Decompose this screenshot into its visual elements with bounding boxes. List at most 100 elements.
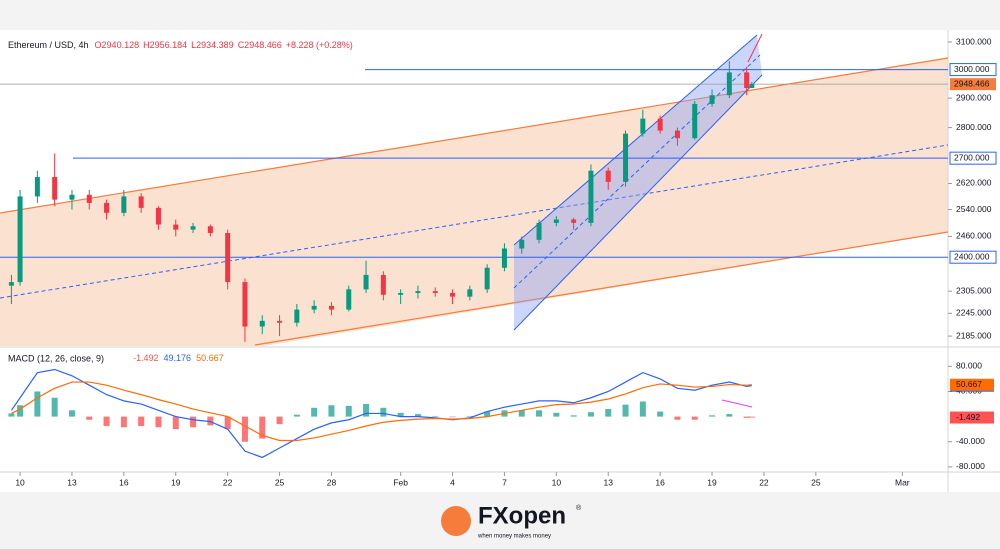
histogram-bar <box>380 407 387 417</box>
x-tick-label: 19 <box>707 477 717 487</box>
histogram-bar <box>414 414 421 417</box>
candle-body <box>536 222 542 240</box>
y-tick-label: 2540.000 <box>956 204 992 214</box>
arrow <box>747 33 763 63</box>
histogram-bar <box>172 416 179 430</box>
rising-channel-lower <box>513 74 763 331</box>
histogram-bar <box>570 415 577 417</box>
histogram-bar <box>449 416 456 418</box>
x-tick-label: 10 <box>15 477 25 487</box>
last-price-box <box>950 78 996 91</box>
histogram-bar <box>674 416 681 420</box>
candle-body <box>225 233 231 283</box>
candle-body <box>484 267 490 290</box>
divergence-line <box>721 399 753 408</box>
histogram-bar <box>207 416 214 426</box>
x-tick-label: 7 <box>502 477 507 487</box>
histogram-bar <box>345 405 352 417</box>
histogram-bar <box>328 405 335 417</box>
histogram-bar <box>68 410 75 417</box>
candle-body <box>86 194 92 203</box>
histogram-bar <box>466 415 473 417</box>
x-tick-label: 25 <box>811 477 821 487</box>
y-tick-label: 2800.000 <box>956 122 992 132</box>
level-label: 3000.000 <box>954 64 990 74</box>
channel-lower <box>254 231 949 346</box>
y-tick-label: 2305.000 <box>956 285 992 295</box>
rising-channel <box>514 35 762 330</box>
level-box <box>949 151 997 165</box>
ohlc-change: +8.228 (+0.28%) <box>286 40 353 50</box>
candle-body <box>640 118 646 134</box>
candle-body <box>450 292 456 297</box>
candle-body <box>138 196 144 208</box>
candle-body <box>398 292 404 295</box>
candle-body <box>104 202 110 213</box>
histogram-bar <box>657 411 664 417</box>
symbol: Ethereum / USD, 4h O2940.128 H2956.184 L293… <box>8 40 353 50</box>
candle-body <box>501 248 507 268</box>
candle-body <box>190 226 196 230</box>
histogram-bar <box>518 410 525 417</box>
histogram-bar <box>8 413 15 417</box>
x-tick-label: 16 <box>655 477 665 487</box>
candle-body <box>242 282 248 327</box>
candle-body <box>8 282 14 286</box>
candle-body <box>155 207 161 225</box>
candle-body <box>277 320 283 323</box>
histogram-bar <box>103 416 110 427</box>
channel-median <box>0 144 949 299</box>
symbol-name: Ethereum / USD, 4h <box>8 40 89 50</box>
histogram-bar <box>691 416 698 420</box>
candle-body <box>328 305 334 310</box>
candle-body <box>259 320 265 327</box>
histogram-bar <box>639 401 646 417</box>
histogram-bar <box>276 416 283 425</box>
x-tick-label: 25 <box>275 477 285 487</box>
candle-body <box>749 84 755 89</box>
y-tick-label: 2245.000 <box>956 308 992 318</box>
histogram-bar <box>363 404 370 417</box>
candle-body <box>17 196 23 283</box>
candle-body <box>709 95 715 104</box>
value-box <box>950 411 994 424</box>
x-tick-label: 22 <box>759 477 769 487</box>
histogram-bar <box>120 416 127 428</box>
level-label: 2400.000 <box>954 251 990 261</box>
histogram-bar <box>190 416 197 428</box>
candle-body <box>363 274 369 290</box>
legend-value: 50.667 <box>196 353 224 363</box>
candle-body <box>692 103 698 139</box>
histogram-bar <box>241 416 248 442</box>
trend-channel <box>0 58 948 346</box>
macd-legend: -1.492 49.176 50.667 <box>133 353 224 363</box>
ohlc-high: H2956.184 <box>143 40 187 50</box>
candle-body <box>588 170 594 223</box>
legend-value: -1.492 <box>133 353 159 363</box>
histogram-bar <box>536 410 543 417</box>
logo: FXopen ® when money makes money <box>441 502 582 540</box>
x-tick-label: 10 <box>552 477 562 487</box>
value-box-label: 50.667 <box>956 379 982 389</box>
histogram-bar <box>155 416 162 428</box>
candle-body <box>432 291 438 293</box>
candle-body <box>519 239 525 249</box>
histogram-bar <box>86 416 93 420</box>
histogram-bar <box>138 416 145 427</box>
candle-body <box>173 224 179 230</box>
candle-body <box>346 289 352 310</box>
candle-body <box>605 170 611 182</box>
x-tick-label: 4 <box>450 477 455 487</box>
macd-line <box>11 381 752 442</box>
histogram-bar <box>51 397 58 417</box>
histogram-bar <box>224 416 231 430</box>
candle-body <box>571 219 577 223</box>
level-box <box>949 63 997 77</box>
histogram-bar <box>622 404 629 417</box>
y-tick-label: 2460.000 <box>956 231 992 241</box>
candle-body <box>726 72 732 96</box>
y-tick-label: 3100.000 <box>956 36 992 46</box>
candle-body <box>380 274 386 295</box>
